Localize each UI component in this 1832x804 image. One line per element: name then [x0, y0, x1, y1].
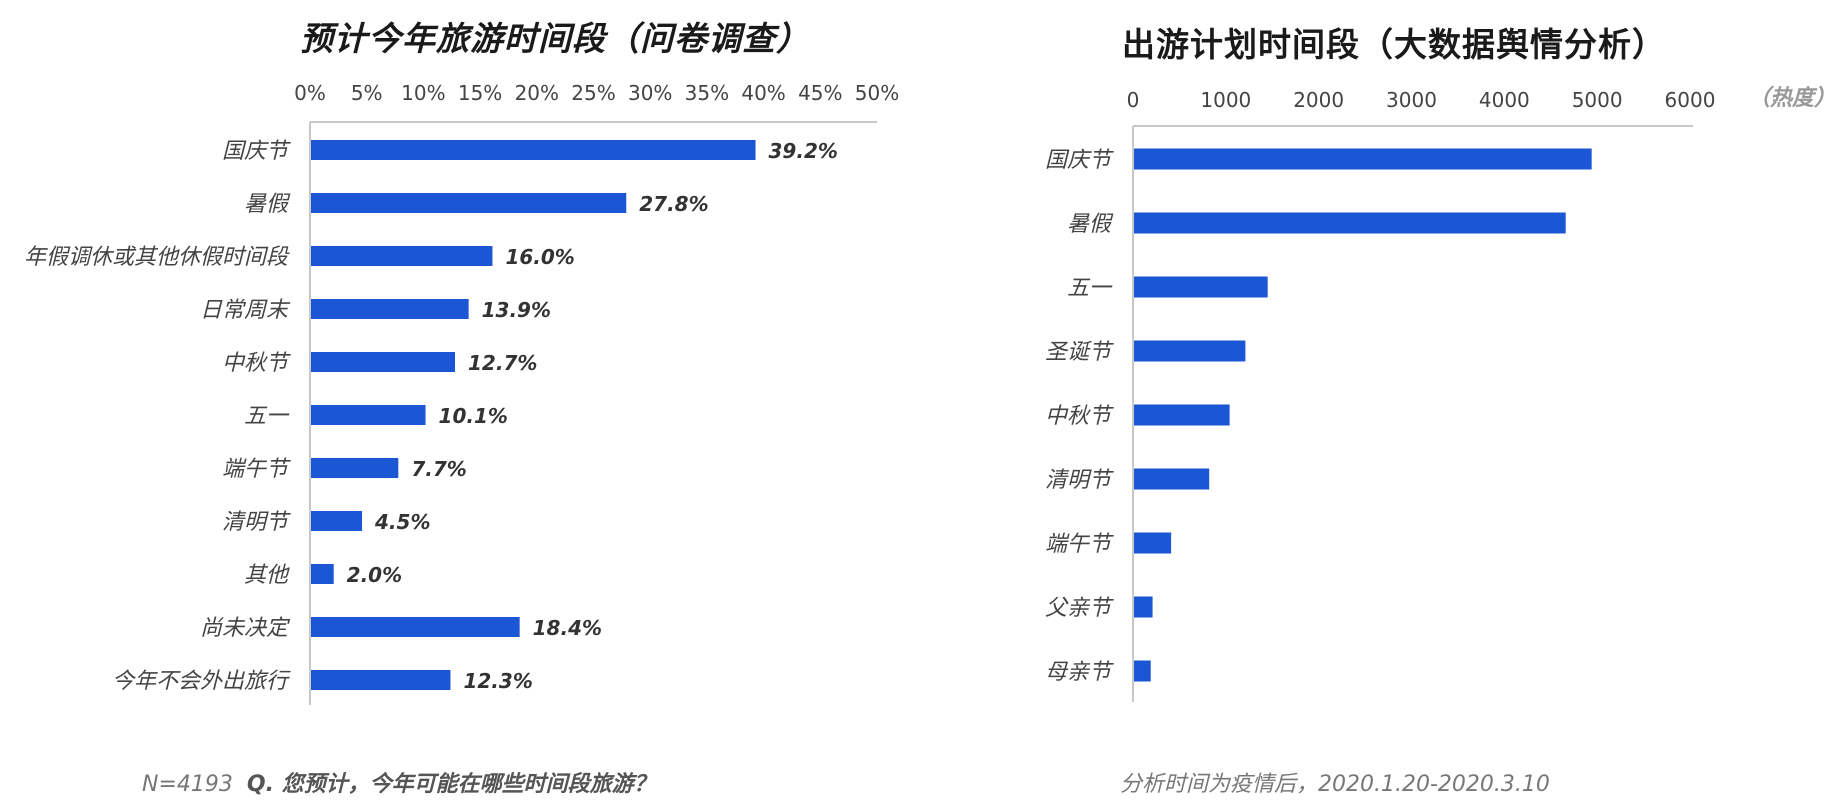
left-x-tick-label: 5%: [351, 81, 383, 105]
left-category-label: 其他: [244, 563, 290, 588]
right-bar: [1134, 148, 1592, 170]
right-unit-label: （热度）: [1748, 85, 1832, 111]
left-value-label: 4.5%: [374, 510, 430, 534]
left-bar-chart: 0% 5% 10% 15% 20% 25% 30% 35% 40% 45% 50% 国庆节 39.2% 暑…: [24, 81, 899, 705]
left-value-label: 10.1%: [439, 404, 508, 428]
right-category-label: 端午节: [1045, 532, 1114, 557]
left-bar: [311, 511, 363, 531]
left-bar: [311, 617, 520, 637]
left-value-label: 2.0%: [347, 563, 402, 587]
left-footnote: N=4193 Q. 您预计，今年可能在哪些时间段旅游？: [142, 766, 656, 798]
right-category-label: 母亲节: [1045, 660, 1114, 685]
left-bar: [311, 458, 399, 478]
left-x-tick-label: 10%: [401, 81, 445, 105]
left-value-label: 16.0%: [505, 245, 574, 269]
right-x-tick-label: 4000: [1479, 88, 1530, 112]
right-category-label: 父亲节: [1045, 596, 1114, 621]
left-value-label: 13.9%: [482, 298, 551, 322]
right-bar: [1134, 212, 1566, 234]
left-category-label: 国庆节: [222, 139, 291, 164]
right-chart-title: 出游计划时间段（大数据舆情分析）: [1122, 25, 1666, 64]
right-bar-chart: 0 1000 2000 3000 4000 5000 6000 国庆节暑假五一圣诞节中秋节清明…: [1045, 85, 1832, 702]
left-bar: [311, 193, 627, 213]
right-footnote: 分析时间为疫情后，2020.1.20-2020.3.10: [1120, 772, 1550, 797]
sample-size-label: N=4193: [142, 772, 233, 797]
left-bar: [311, 246, 493, 266]
right-bar: [1134, 276, 1268, 298]
left-x-tick-label: 0%: [294, 81, 326, 105]
left-bar: [311, 670, 451, 690]
right-category-label: 五一: [1067, 276, 1113, 301]
left-bar: [311, 405, 426, 425]
left-x-tick-label: 45%: [798, 81, 842, 105]
right-x-tick-label: 2000: [1293, 88, 1344, 112]
left-category-label: 清明节: [222, 510, 291, 535]
left-category-label: 端午节: [222, 457, 291, 482]
survey-question-label: Q. 您预计，今年可能在哪些时间段旅游？: [246, 772, 656, 797]
right-category-label: 暑假: [1067, 212, 1114, 237]
left-category-label: 五一: [244, 404, 290, 429]
left-value-label: 7.7%: [411, 457, 466, 481]
right-category-label: 清明节: [1045, 468, 1114, 493]
left-x-tick-label: 25%: [571, 81, 615, 105]
left-value-label: 18.4%: [533, 616, 602, 640]
right-x-tick-label: 5000: [1572, 88, 1623, 112]
right-x-tick-label: 0: [1127, 88, 1140, 112]
left-value-label: 12.3%: [463, 669, 532, 693]
left-category-label: 尚未决定: [200, 616, 291, 641]
left-bar: [311, 299, 469, 319]
left-bar: [311, 140, 756, 160]
right-x-tick-label: 6000: [1665, 88, 1716, 112]
left-category-label: 中秋节: [222, 351, 291, 376]
right-category-label: 圣诞节: [1045, 340, 1114, 365]
left-category-label: 日常周末: [200, 298, 291, 323]
right-bar: [1134, 532, 1172, 554]
left-x-tick-label: 30%: [628, 81, 672, 105]
right-bar: [1134, 404, 1230, 426]
right-category-label: 国庆节: [1045, 148, 1114, 173]
right-x-tick-label: 3000: [1386, 88, 1437, 112]
left-chart-title: 预计今年旅游时间段（问卷调查）: [300, 19, 810, 58]
left-bar: [311, 352, 456, 372]
right-bar: [1134, 340, 1246, 362]
right-x-tick-label: 1000: [1200, 88, 1251, 112]
left-value-label: 39.2%: [769, 139, 838, 163]
left-x-tick-label: 15%: [458, 81, 502, 105]
right-category-label: 中秋节: [1045, 404, 1114, 429]
left-x-tick-label: 50%: [855, 81, 899, 105]
left-category-label: 今年不会外出旅行: [112, 669, 291, 694]
left-category-label: 暑假: [244, 192, 291, 217]
right-bar: [1134, 660, 1151, 682]
right-bar: [1134, 596, 1153, 618]
left-x-tick-label: 20%: [515, 81, 559, 105]
left-bar: [311, 564, 334, 584]
left-value-label: 12.7%: [468, 351, 537, 375]
left-category-label: 年假调休或其他休假时间段: [24, 245, 290, 270]
left-x-tick-label: 40%: [741, 81, 785, 105]
left-x-tick-label: 35%: [685, 81, 729, 105]
right-bar: [1134, 468, 1210, 490]
left-value-label: 27.8%: [639, 192, 708, 216]
